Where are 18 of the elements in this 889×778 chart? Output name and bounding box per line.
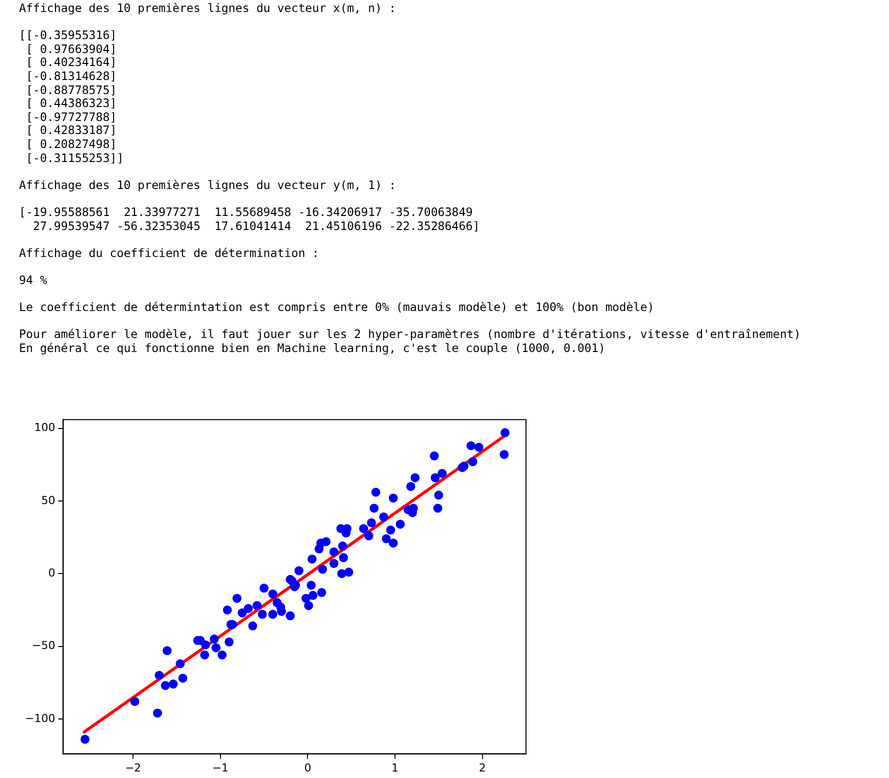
y-tick-label: −100	[24, 712, 56, 725]
x-tick-label: 2	[478, 761, 486, 774]
text: Le coefficient de détermintation est compris entre 0% (mauvais modèle) et 100% (bon modèle)	[19, 300, 656, 315]
text: Affichage du coefficient de détermination :	[19, 246, 320, 260]
x-tick-label: 1	[392, 761, 399, 774]
x-tick-label: 0	[304, 761, 312, 774]
text: [[-0.35955316] [ 0.97663904] [ 0.40234164] [-0.81314628] [-0.88778575] [ 0.44386323] [-0.97727788] [ 0.42833187] [ 0.20827498] [-0.31155253]]	[19, 28, 124, 165]
text: 94 %	[19, 272, 48, 288]
text: Pour améliorer le modèle, il faut jouer sur les 2 hyper-paramètres (nombre d'itérations, vitesse d'entraînement) En général ce qui fonctionne bien en Machine learning, c'est le couple (1000, 0.001)	[19, 327, 801, 356]
y-tick-label: 0	[48, 566, 56, 580]
y-tick-label: −50	[32, 639, 56, 652]
y-tick-label: 100	[34, 421, 56, 434]
text: [-19.95588561 21.33977271 11.55689458 -16.34206917 -35.70063849 27.99539547 -56.32353045 17.61041414 21.45106196 -22.35286466]	[19, 204, 481, 234]
text: Affichage des 10 premières lignes du vecteur y(m, 1) :	[19, 178, 397, 192]
x-tick-label: −2	[124, 761, 142, 774]
x-tick-label: −1	[212, 761, 228, 774]
y-tick-label: 50	[41, 494, 56, 507]
text: Affichage des 10 premières lignes du vecteur x(m, n) :	[19, 1, 397, 16]
